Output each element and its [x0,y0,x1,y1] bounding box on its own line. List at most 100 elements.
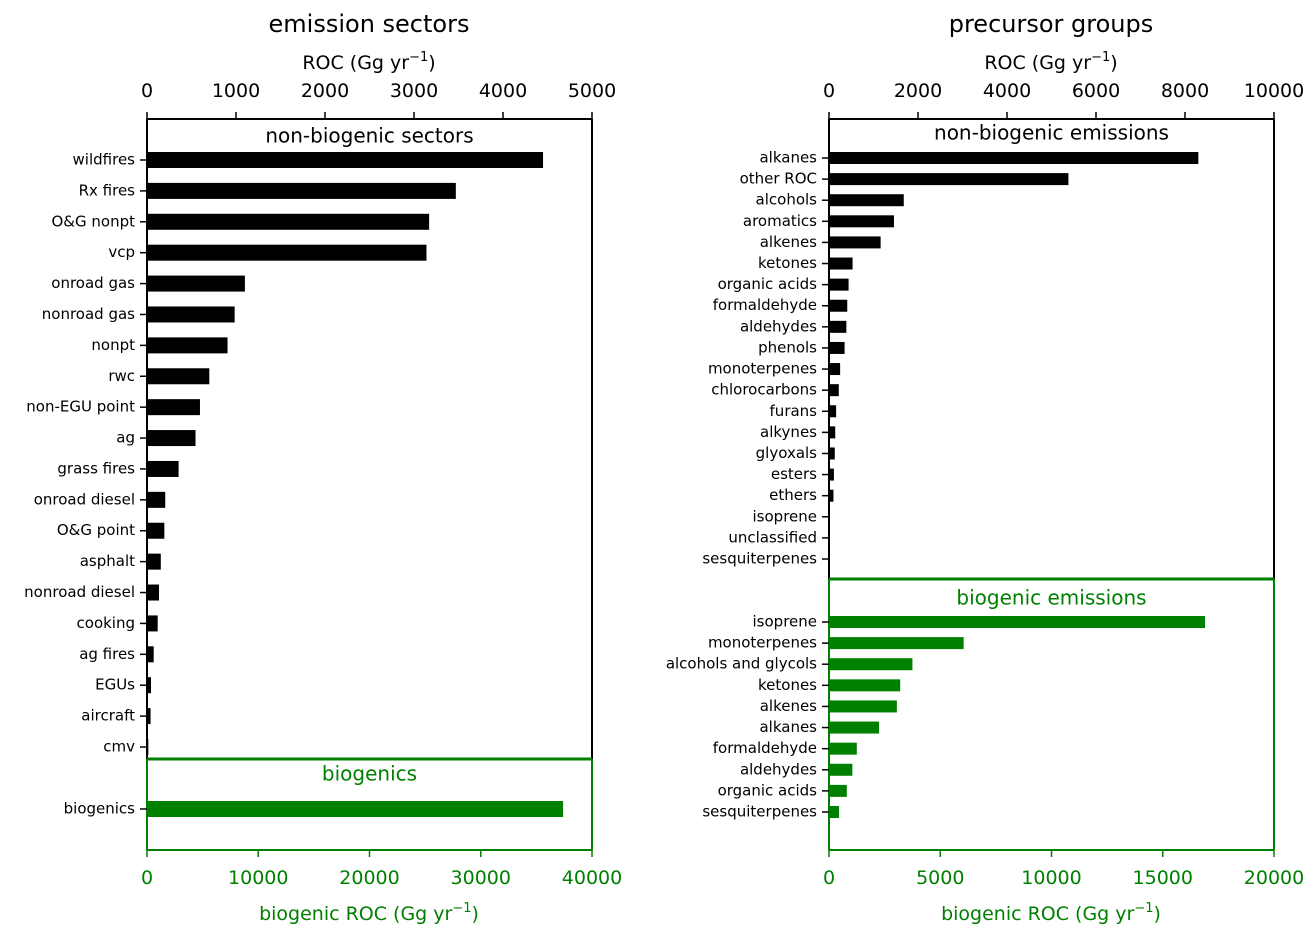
top-axis-tick-label: 0 [141,80,153,102]
bottom-axis-label: biogenic ROC (Gg yr−1) [259,901,479,925]
category-label-nonroad-diesel: nonroad diesel [24,583,135,601]
top-axis-label: ROC (Gg yr−1) [302,50,435,74]
category-label-organic-acids: organic acids [718,781,818,799]
top-axis-tick-label: 4000 [983,80,1031,102]
bar-sesquiterpenes [829,806,840,818]
category-label-cooking: cooking [77,614,135,632]
category-label-aldehydes: aldehydes [740,317,817,335]
chart-title: precursor groups [949,10,1154,38]
bar-ag-fires [147,646,154,663]
bar-onroad-gas [147,275,245,292]
bottom-axis-tick-label: 10000 [228,867,288,889]
bar-esters [829,468,834,481]
bar-monoterpenes [829,363,841,376]
precursor-groups-panel: precursor groups ROC (Gg yr−1) 0 2000 4000… [666,10,1304,925]
category-label-cmv: cmv [103,738,135,756]
top-axis-tick-labels: 0 1000 2000 3000 4000 5000 [141,80,616,102]
bar-isoprene [829,510,830,523]
chart-title: emission sectors [269,10,470,38]
category-label-glyoxals: glyoxals [756,444,818,462]
bar-isoprene [829,616,1206,628]
bottom-axis-tick-label: 5000 [916,867,964,889]
category-label-monoterpenes: monoterpenes [708,360,817,378]
category-label-asphalt: asphalt [80,552,135,570]
category-label-sesquiterpenes: sesquiterpenes [702,550,817,568]
bar-group-biogenics: biogenics [64,800,564,818]
bar-ketones [829,257,853,270]
category-label-ketones: ketones [758,254,817,272]
bottom-axis-tick-label: 10000 [1021,867,1081,889]
top-axis-tick-label: 2000 [894,80,942,102]
category-label-alkanes: alkanes [759,149,817,167]
bar-vcp [147,244,427,261]
bar-oandg-point [147,522,165,539]
bottom-axis-tick-label: 0 [823,867,835,889]
bar-non-egu-point [147,399,200,416]
top-axis-tick-label: 0 [823,80,835,102]
bar-ethers [829,489,834,502]
bar-asphalt [147,553,161,570]
bottom-axis-tick-label: 20000 [339,867,399,889]
category-label-alcohols: alcohols [756,191,818,209]
bar-ketones [829,679,901,692]
category-label-monoterpenes: monoterpenes [708,634,817,652]
bar-unclassified [829,531,830,544]
bar-formaldehyde [829,742,857,755]
bar-biogenics [147,801,564,817]
top-axis-tick-label: 6000 [1072,80,1120,102]
category-label-phenols: phenols [758,338,817,356]
category-label-isoprene: isoprene [753,507,817,525]
category-label-oandg-nonpt: O&G nonpt [52,212,136,230]
bar-alkynes [829,426,836,439]
category-label-nonpt: nonpt [91,336,135,354]
category-label-furans: furans [770,402,818,420]
bottom-axis-label: biogenic ROC (Gg yr−1) [941,901,1161,925]
category-label-vcp: vcp [108,243,135,261]
category-label-oandg-point: O&G point [57,521,135,539]
bar-sesquiterpenes [829,553,830,565]
category-label-organic-acids: organic acids [718,275,818,293]
bar-organic-acids [829,278,849,291]
category-label-aircraft: aircraft [81,707,135,725]
bar-nonroad-gas [147,306,235,323]
category-label-sesquiterpenes: sesquiterpenes [702,803,817,821]
top-axis-tick-label: 2000 [301,80,349,102]
bar-group-biogenic-emissions: isoprene monoterpenes alcohols and glycols… [666,613,1206,821]
category-label-alkenes: alkenes [760,233,817,251]
category-label-egus: EGUs [95,676,135,694]
top-axis-tick-label: 10000 [1244,80,1304,102]
bottom-axis-tick-labels: 0 10000 20000 30000 40000 [141,867,622,889]
category-label-alkenes: alkenes [760,697,817,715]
bottom-axis-tick-labels: 0 5000 10000 15000 20000 [823,867,1304,889]
bar-nonroad-diesel [147,584,160,601]
bottom-axis-tick-label: 15000 [1133,867,1193,889]
category-label-alkynes: alkynes [760,423,817,441]
top-axis-tick-label: 8000 [1161,80,1209,102]
bar-cooking [147,615,158,632]
top-axis-tick-label: 5000 [568,80,616,102]
bar-other-roc [829,173,1069,186]
bar-alkenes [829,236,881,249]
section-label-non-biogenic-emissions: non-biogenic emissions [934,121,1169,145]
bar-grass-fires [147,460,179,477]
top-axis-tick-label: 4000 [479,80,527,102]
category-label-wildfires: wildfires [73,151,136,169]
category-label-formaldehyde: formaldehyde [713,739,817,757]
bar-aldehydes [829,763,853,776]
bar-ag [147,430,196,447]
section-label-non-biogenic-sectors: non-biogenic sectors [265,124,473,148]
bar-glyoxals [829,447,835,460]
bar-nonpt [147,337,228,354]
category-label-ag: ag [116,429,135,447]
bar-rwc [147,368,210,385]
bar-alcohols [829,194,904,207]
category-label-onroad-diesel: onroad diesel [34,490,135,508]
category-label-aromatics: aromatics [743,212,817,230]
category-label-non-egu-point: non-EGU point [26,398,135,416]
bottom-axis-tick-label: 40000 [562,867,622,889]
bar-furans [829,405,837,418]
category-label-other-roc: other ROC [740,170,817,188]
top-axis-tick-labels: 0 2000 4000 6000 8000 10000 [823,80,1304,102]
category-label-nonroad-gas: nonroad gas [42,305,135,323]
